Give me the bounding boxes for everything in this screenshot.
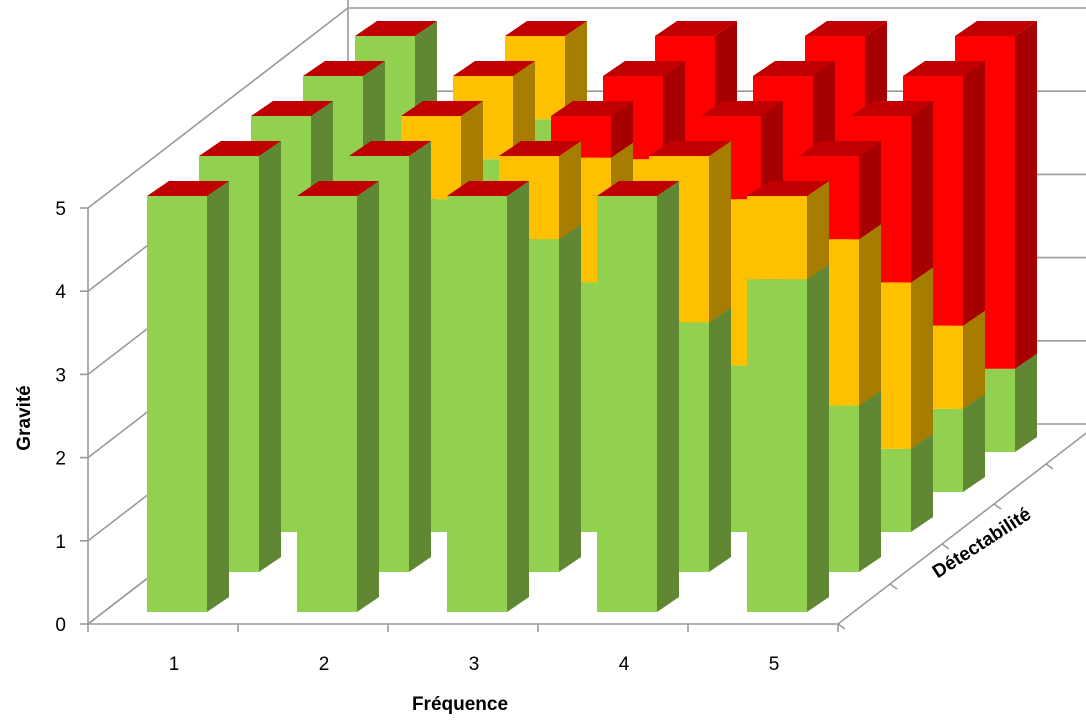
bar-top [499,141,581,156]
bar-segment-side [709,141,731,323]
bar-segment-side [859,141,881,240]
x-tick-label: 2 [319,654,330,675]
x-axis-title: Fréquence [412,694,508,715]
bar-segment-side [1015,353,1037,452]
bar-segment-side [259,141,281,572]
bar-top [649,141,731,156]
bar-top [701,101,783,116]
bar-top [453,61,535,76]
bar-top [251,101,333,116]
bar-segment-side [911,101,933,283]
depth-tick-mark [993,503,1002,510]
depth-tick-mark [1045,463,1054,470]
bar-top [199,141,281,156]
x-tick-label: 1 [169,654,180,675]
bar-top [147,181,229,196]
gridline [87,7,1086,209]
bar-segment-side [207,181,229,612]
bar-segment-side [461,101,483,200]
x-tick-label: 3 [469,654,480,675]
bar-segment-front [747,279,807,612]
bar-segment-side [409,141,431,572]
bar-top [753,61,835,76]
bar-segment-side [1015,21,1037,369]
bar-top [505,21,587,36]
bar-segment-side [709,307,731,572]
bar-segment-front [147,196,207,612]
bar-segment-side [911,267,933,449]
y-tick-label: 5 [55,199,66,220]
y-tick-label: 2 [55,449,66,470]
bar-segment-side [611,101,633,158]
bar-top [903,61,985,76]
bar-top [805,21,887,36]
bar-segment-side [761,101,783,200]
bar-top [597,181,679,196]
bar-segment-side [507,181,529,612]
bar-segment-side [657,181,679,612]
bar-segment-side [859,224,881,406]
y-tick-label: 1 [55,532,66,553]
bar-top [851,101,933,116]
bar-segment-side [565,21,587,120]
x-tick-label: 5 [769,654,780,675]
bar [597,181,679,612]
y-tick-label: 3 [55,365,66,386]
depth-tick-mark [837,623,846,630]
bar [747,181,829,612]
bar-top [303,61,385,76]
bar-top [551,101,633,116]
x-tick-label: 4 [619,654,630,675]
bar-top [349,141,431,156]
bar-segment-side [559,141,581,240]
bar-segment-front [747,196,807,280]
bar-segment-side [559,224,581,572]
depth-tick-mark [889,583,898,590]
bar-top [447,181,529,196]
bar-top [955,21,1037,36]
y-axis-title: Gravité [14,385,35,450]
bar-top [355,21,437,36]
bar-segment-side [963,310,985,409]
bar-segment-side [859,390,881,572]
bar-segment-side [807,264,829,612]
bar-segment-side [963,393,985,492]
bar-segment-side [513,61,535,160]
bar [447,181,529,612]
bar-segment-side [807,181,829,280]
bar-segment-front [297,196,357,612]
bar-segment-side [357,181,379,612]
bar [297,181,379,612]
bar-top [799,141,881,156]
bar-segment-side [663,61,685,160]
bar [147,181,229,612]
bar-top [401,101,483,116]
chart-bars [147,21,1037,612]
bar-segment-front [597,196,657,612]
chart-labels: 0 1 2 3 4 5 1 2 3 4 5 [55,199,779,675]
y-tick-label: 4 [55,282,66,303]
depth-axis-title: Détectabilité [929,504,1035,583]
depth-tick-mark [941,543,950,550]
bar-top [297,181,379,196]
bar-segment-front [447,196,507,612]
bar-top [747,181,829,196]
bar-top [603,61,685,76]
bar-top [655,21,737,36]
y-tick-label: 0 [55,615,66,636]
bar-segment-side [963,61,985,326]
bar-segment-side [911,433,933,532]
